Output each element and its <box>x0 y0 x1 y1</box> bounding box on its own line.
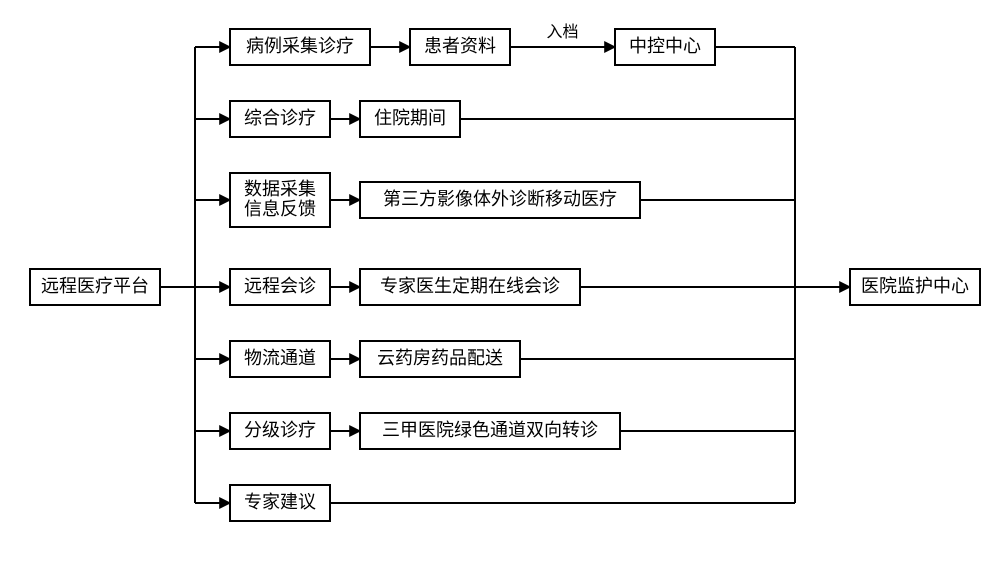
node-row3b: 第三方影像体外诊断移动医疗 <box>360 182 640 218</box>
node-row7a: 专家建议 <box>230 485 330 521</box>
node-row3a-label-line-0: 数据采集 <box>244 179 316 199</box>
node-row5a: 物流通道 <box>230 341 330 377</box>
node-row4a-label: 远程会诊 <box>244 276 316 296</box>
nodes-layer: 远程医疗平台 病例采集诊疗 患者资料 中控中心综合诊疗 住院期间数据采集信息反馈 第三方影… <box>30 29 980 521</box>
node-row2b: 住院期间 <box>360 101 460 137</box>
node-row1a: 病例采集诊疗 <box>230 29 370 65</box>
node-row4b: 专家医生定期在线会诊 <box>360 269 580 305</box>
node-row2a: 综合诊疗 <box>230 101 330 137</box>
node-root-label: 远程医疗平台 <box>41 276 149 296</box>
node-right: 医院监护中心 <box>850 269 980 305</box>
node-row7a-label: 专家建议 <box>244 492 316 512</box>
node-row4a: 远程会诊 <box>230 269 330 305</box>
node-row6a-label: 分级诊疗 <box>244 420 316 440</box>
node-row1b: 患者资料 <box>410 29 510 65</box>
node-row2a-label: 综合诊疗 <box>244 108 316 128</box>
node-row3a: 数据采集信息反馈 <box>230 173 330 227</box>
node-row3b-label: 第三方影像体外诊断移动医疗 <box>383 189 617 209</box>
node-row3a-label-line-1: 信息反馈 <box>244 199 316 219</box>
node-row1c: 中控中心 <box>615 29 715 65</box>
flowchart-canvas: 入档 远程医疗平台 病例采集诊疗 患者资料 中控中心综合诊疗 住院期间数据采集信息反馈 第… <box>0 0 1000 561</box>
edge-label-row1b-row1c: 入档 <box>546 23 578 41</box>
node-row5b-label: 云药房药品配送 <box>377 348 503 368</box>
node-row2b-label: 住院期间 <box>374 108 446 128</box>
node-row1a-label: 病例采集诊疗 <box>246 36 354 56</box>
node-row6a: 分级诊疗 <box>230 413 330 449</box>
node-row1b-label: 患者资料 <box>424 36 496 56</box>
node-right-label: 医院监护中心 <box>861 276 969 296</box>
node-row5b: 云药房药品配送 <box>360 341 520 377</box>
node-row4b-label: 专家医生定期在线会诊 <box>380 276 560 296</box>
node-row1c-label: 中控中心 <box>629 36 701 56</box>
node-row6b: 三甲医院绿色通道双向转诊 <box>360 413 620 449</box>
node-row6b-label: 三甲医院绿色通道双向转诊 <box>382 420 598 440</box>
node-root: 远程医疗平台 <box>30 269 160 305</box>
node-row5a-label: 物流通道 <box>244 348 316 368</box>
